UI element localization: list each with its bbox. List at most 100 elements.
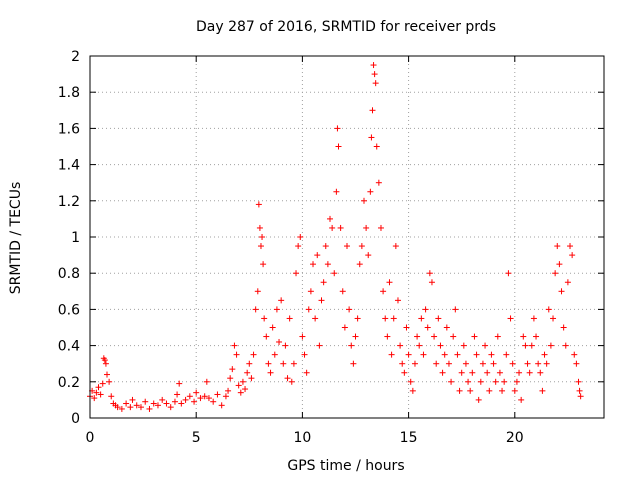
data-point: [335, 143, 342, 150]
data-point: [537, 369, 544, 376]
y-tick-label: 0: [71, 411, 80, 427]
data-point: [118, 405, 125, 412]
data-point: [507, 315, 514, 322]
data-point: [214, 391, 221, 398]
data-point: [475, 396, 482, 403]
data-point: [518, 396, 525, 403]
data-point: [384, 333, 391, 340]
x-tick-label: 5: [192, 430, 201, 446]
data-point: [284, 375, 291, 382]
data-point: [127, 404, 134, 411]
data-point: [99, 380, 106, 387]
data-point: [382, 315, 389, 322]
data-point: [205, 395, 212, 402]
data-point: [569, 252, 576, 259]
data-point: [150, 400, 157, 407]
data-point: [484, 369, 491, 376]
data-point: [403, 324, 410, 331]
data-point: [176, 380, 183, 387]
data-point: [360, 197, 367, 204]
data-point: [314, 252, 321, 259]
data-point: [341, 324, 348, 331]
data-point: [386, 279, 393, 286]
data-point: [469, 369, 476, 376]
data-point: [456, 387, 463, 394]
data-point: [492, 378, 499, 385]
data-point: [503, 351, 510, 358]
data-point: [269, 324, 276, 331]
data-point: [97, 391, 104, 398]
y-axis-label: SRMTID / TECUs: [8, 182, 24, 295]
data-point: [193, 389, 200, 396]
data-point: [479, 360, 486, 367]
data-point: [346, 306, 353, 313]
x-tick-label: 15: [400, 430, 418, 446]
data-point: [305, 306, 312, 313]
data-point: [316, 342, 323, 349]
data-point: [422, 306, 429, 313]
data-point: [257, 243, 264, 250]
data-point: [350, 360, 357, 367]
data-point: [101, 357, 108, 364]
data-point: [477, 378, 484, 385]
data-point: [301, 351, 308, 358]
y-tick-label: 1.8: [58, 85, 80, 101]
data-point: [473, 351, 480, 358]
data-point: [229, 366, 236, 373]
data-point: [399, 360, 406, 367]
data-point: [414, 333, 421, 340]
data-point: [334, 125, 341, 132]
data-point: [327, 215, 334, 222]
data-point: [231, 342, 238, 349]
data-point: [560, 324, 567, 331]
data-point: [255, 201, 262, 208]
data-point: [448, 378, 455, 385]
data-point: [443, 324, 450, 331]
data-point: [358, 243, 365, 250]
data-point: [562, 342, 569, 349]
data-point: [102, 360, 109, 367]
data-point: [458, 369, 465, 376]
data-point: [123, 400, 130, 407]
chart-title: Day 287 of 2016, SRMTID for receiver prd…: [196, 19, 496, 35]
data-point: [322, 243, 329, 250]
data-point: [267, 369, 274, 376]
data-point: [244, 369, 251, 376]
data-point: [356, 261, 363, 268]
data-point: [577, 393, 584, 400]
data-point: [103, 371, 110, 378]
y-tick-label: 0.4: [58, 339, 80, 355]
data-point: [509, 360, 516, 367]
data-point: [218, 402, 225, 409]
data-point: [558, 288, 565, 295]
data-point: [265, 360, 272, 367]
data-point: [390, 315, 397, 322]
data-point: [554, 243, 561, 250]
data-point: [411, 360, 418, 367]
data-point: [174, 391, 181, 398]
data-point: [571, 351, 578, 358]
data-point: [454, 351, 461, 358]
data-point: [488, 351, 495, 358]
x-tick-label: 10: [293, 430, 311, 446]
ticks: [89, 55, 604, 419]
data-point: [371, 71, 378, 78]
data-point: [191, 398, 198, 405]
data-point: [482, 342, 489, 349]
data-point: [547, 342, 554, 349]
data-point: [394, 297, 401, 304]
data-point: [528, 342, 535, 349]
data-point: [441, 351, 448, 358]
data-point: [462, 360, 469, 367]
data-point: [91, 395, 98, 402]
data-point: [299, 333, 306, 340]
data-point: [286, 315, 293, 322]
data-point: [263, 333, 270, 340]
data-point: [409, 387, 416, 394]
data-point: [250, 351, 257, 358]
data-point: [259, 234, 266, 240]
data-point: [377, 224, 384, 231]
data-point: [246, 360, 253, 367]
data-point: [373, 143, 380, 150]
